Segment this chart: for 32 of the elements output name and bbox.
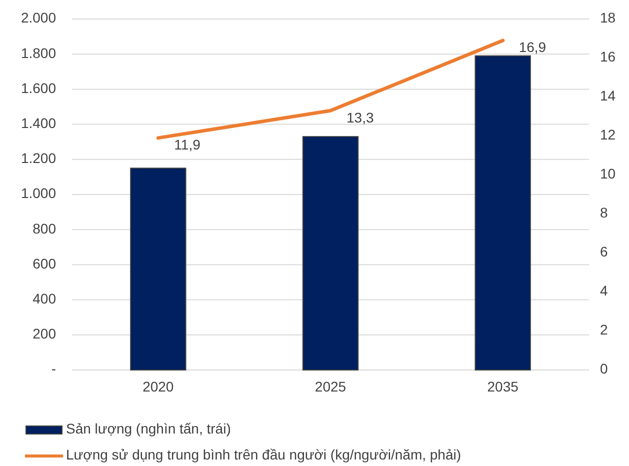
y2-tick-label: 6: [600, 244, 608, 260]
data-label: 11,9: [174, 136, 201, 153]
y-tick-label: 2.000: [20, 10, 56, 26]
y-tick-label: 1.800: [20, 44, 56, 61]
y-tick-label: 1.400: [20, 115, 56, 132]
data-label: 13,3: [346, 109, 374, 126]
bar: [474, 55, 531, 370]
y-tick-label: 200: [32, 326, 56, 342]
y-tick-label: 1.000: [20, 185, 56, 202]
y2-tick-label: 2: [600, 322, 608, 338]
y2-tick-label: 0: [600, 360, 608, 377]
bar: [302, 136, 359, 370]
y2-tick-label: 10: [600, 166, 616, 182]
y-tick-label: 600: [32, 255, 56, 272]
y-tick-label: -: [51, 360, 56, 377]
y2-tick-label: 12: [600, 126, 616, 143]
y2-tick-label: 14: [600, 88, 616, 104]
legend-label: Sản lượng (nghìn tấn, trái): [66, 420, 231, 437]
x-tick-label: 2035: [487, 378, 519, 395]
y2-tick-label: 18: [600, 10, 616, 26]
y-tick-label: 800: [32, 220, 56, 236]
y-tick-label: 1.600: [20, 80, 56, 96]
y-tick-label: 1.200: [20, 150, 56, 166]
y2-tick-label: 8: [600, 204, 608, 221]
y-tick-label: 400: [32, 290, 56, 307]
y2-tick-label: 16: [600, 48, 616, 65]
x-tick-label: 2025: [314, 378, 346, 395]
y2-tick-label: 4: [600, 282, 608, 299]
x-tick-label: 2020: [142, 378, 174, 395]
legend-label: Lượng sử dụng trung bình trên đầu người (kg/người/năm, phải): [66, 446, 462, 463]
bar: [130, 168, 186, 370]
data-label: 16,9: [518, 39, 546, 56]
